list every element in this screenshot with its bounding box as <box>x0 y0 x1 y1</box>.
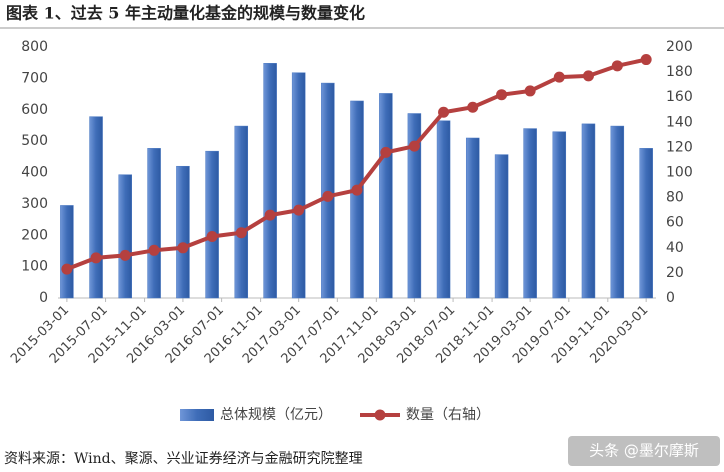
bar <box>89 116 103 299</box>
bar <box>436 120 451 299</box>
y2-tick-label: 60 <box>666 215 684 231</box>
y-tick-label: 700 <box>21 70 48 86</box>
bar <box>552 131 567 299</box>
source: 资料来源：Wind、聚源、兴业证券经济与金融研究院整理 <box>4 451 363 467</box>
marker <box>408 140 420 152</box>
y2-tick-label: 100 <box>666 165 693 181</box>
y-tick-label: 400 <box>21 165 48 181</box>
y-tick-label: 0 <box>39 290 48 306</box>
bar <box>639 148 653 299</box>
y-tick-label: 800 <box>21 39 48 55</box>
bar <box>523 128 537 299</box>
marker <box>235 227 247 239</box>
y-tick-label: 500 <box>21 133 48 149</box>
marker <box>496 89 508 101</box>
y2-tick-label: 180 <box>666 64 693 80</box>
marker <box>524 85 536 97</box>
bar <box>581 123 596 299</box>
y2-tick-label: 40 <box>666 240 684 256</box>
legend-label: 总体规模（亿元） <box>220 407 332 423</box>
marker <box>177 242 189 254</box>
marker <box>640 54 652 66</box>
marker <box>206 231 218 243</box>
marker <box>380 146 392 158</box>
watermark-bg <box>568 436 720 466</box>
legend-marker <box>374 409 386 421</box>
marker <box>322 190 334 202</box>
marker <box>148 244 160 256</box>
legend-swatch <box>180 409 214 421</box>
marker <box>582 70 594 82</box>
bar <box>407 113 422 299</box>
marker <box>351 184 363 196</box>
y2-tick-label: 200 <box>666 39 693 55</box>
marker <box>90 252 102 264</box>
bar <box>321 82 335 299</box>
marker <box>611 60 623 72</box>
bar <box>176 165 190 299</box>
watermark: 头条 @墨尔摩斯 <box>589 442 699 460</box>
bar <box>494 154 509 299</box>
y2-tick-label: 20 <box>666 265 684 281</box>
marker <box>467 101 479 113</box>
bar <box>350 100 364 299</box>
y2-tick-label: 160 <box>666 89 693 105</box>
y-tick-label: 200 <box>21 227 48 243</box>
marker <box>119 249 131 261</box>
marker <box>293 204 305 216</box>
bar <box>234 125 249 299</box>
bar <box>610 125 625 299</box>
y-tick-label: 600 <box>21 102 48 118</box>
y2-tick-label: 140 <box>666 114 693 130</box>
bar <box>379 93 393 299</box>
y2-tick-label: 0 <box>666 290 675 306</box>
bar <box>205 150 219 299</box>
marker <box>61 263 73 275</box>
legend-label: 数量（右轴） <box>406 407 490 423</box>
y-tick-label: 100 <box>21 259 48 275</box>
bar <box>118 174 132 299</box>
y2-tick-label: 80 <box>666 190 684 206</box>
bar <box>263 63 277 299</box>
bar <box>60 205 74 299</box>
bar <box>465 137 480 299</box>
marker <box>553 71 565 83</box>
marker <box>264 209 276 221</box>
bar <box>147 148 161 299</box>
chart-title: 图表 1、过去 5 年主动量化基金的规模与数量变化 <box>6 4 365 23</box>
y2-tick-label: 120 <box>666 139 693 155</box>
y-tick-label: 300 <box>21 196 48 212</box>
bar <box>291 72 306 299</box>
marker <box>438 106 450 118</box>
